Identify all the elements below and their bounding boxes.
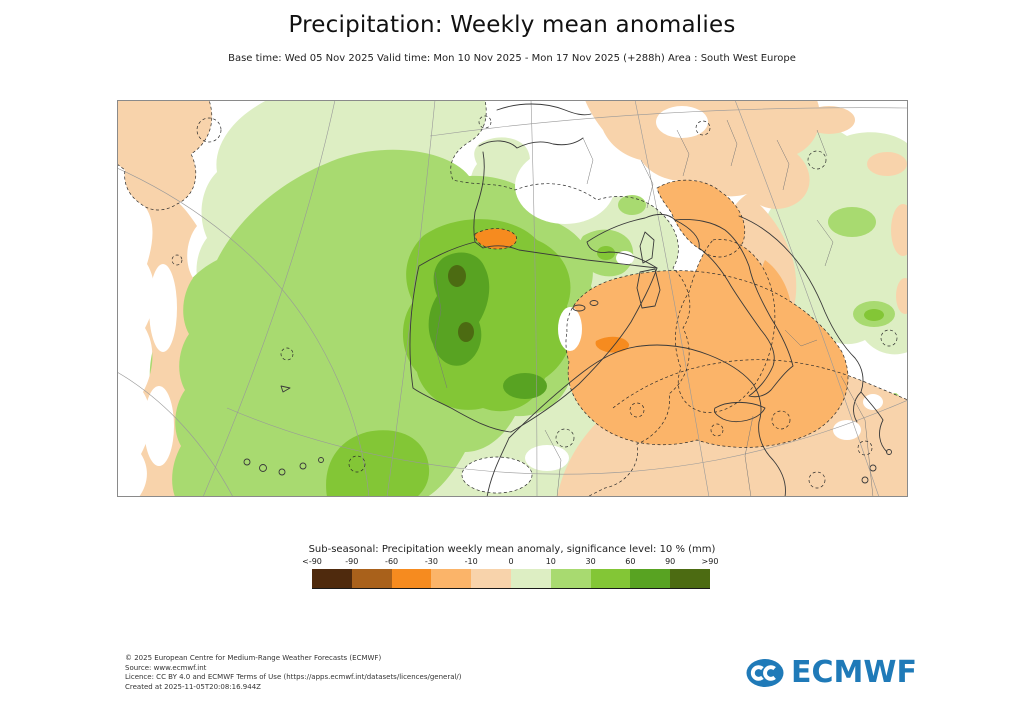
legend-tick: 60 [625,557,636,566]
legend-swatch [391,569,432,588]
legend-swatch [550,569,591,588]
legend-swatch [431,569,472,588]
map-canvas [117,100,908,497]
ecmwf-logo: ECMWF [746,655,917,690]
legend-swatch [590,569,631,588]
legend-swatch [670,569,710,588]
coastlines [243,103,892,497]
legend-tick: 10 [545,557,556,566]
legend-tick: <-90 [302,557,322,566]
footer-line: Licence: CC BY 4.0 and ECMWF Terms of Us… [125,673,462,681]
region-mid-orange-alps [657,180,745,257]
significance-contours [117,100,908,497]
footer-line: Created at 2025-11-05T20:08:16.944Z [125,682,261,691]
region-bright-orange-algeria [595,336,630,353]
legend-tick: >90 [701,557,719,566]
region-pale-orange-topleft [117,100,212,210]
legend-tick: 0 [508,557,514,566]
legend-title: Sub-seasonal: Precipitation weekly mean … [308,544,716,555]
map-frame [117,100,908,497]
region-bright-orange-pyrenees [475,228,517,249]
legend-swatch [630,569,671,588]
legend-swatch [351,569,392,588]
legend-tick: -10 [464,557,478,566]
page-title: Precipitation: Weekly mean anomalies [288,12,736,38]
region-mid-orange-west-med [565,270,849,448]
ecmwf-logo-text: ECMWF [791,655,917,690]
footer-attribution: © 2025 European Centre for Medium-Range … [125,654,462,692]
legend-tick: -60 [385,557,399,566]
legend-tick: 90 [665,557,676,566]
footer-line: © 2025 European Centre for Medium-Range … [125,654,382,662]
legend-swatch [471,569,511,588]
legend-tick-labels: <-90 -90 -60 -30 -10 0 10 30 60 90 >90 [302,557,718,567]
country-borders [434,119,874,497]
legend-swatch [510,569,551,588]
footer-line: Source: www.ecmwf.int [125,663,207,672]
region-dark-green-portugal [428,252,490,366]
legend-tick: 30 [585,557,596,566]
region-pale-orange-central-europe [585,100,821,209]
graticule [117,100,908,497]
chart-subtitle: Base time: Wed 05 Nov 2025 Valid time: M… [228,53,796,64]
legend-tick: -90 [345,557,359,566]
legend-swatch [312,569,352,588]
anomaly-map [117,100,908,497]
ecmwf-logo-icon [746,658,784,687]
legend-tick: -30 [424,557,438,566]
legend-colorbar [312,569,710,589]
